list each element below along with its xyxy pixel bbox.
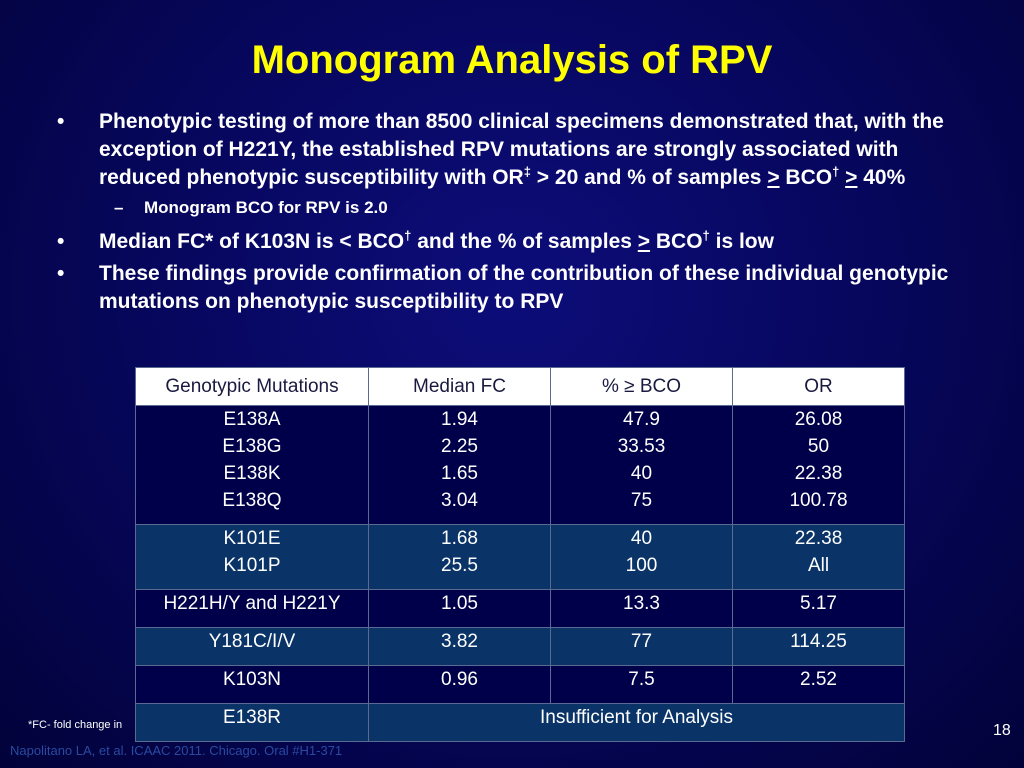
bullet-text-end: 40% (857, 166, 906, 189)
cell-or: 114.25 (732, 627, 905, 666)
cell-value: 1.68 (441, 528, 478, 549)
cell-mutations: E138R (135, 703, 369, 742)
cell-or: 2.52 (732, 665, 905, 704)
cell-percent-bco: 47.9 33.53 40 75 (550, 405, 733, 525)
table-row-h221: H221H/Y and H221Y 1.05 13.3 5.17 (135, 589, 905, 628)
cell-value: 100 (625, 555, 658, 576)
header-median-fc: Median FC (368, 367, 551, 406)
ge-symbol: > (845, 166, 858, 189)
cell-percent-bco: 40 100 (550, 524, 733, 590)
citation: Napolitano LA, et al. ICAAC 2011. Chicag… (10, 743, 343, 758)
cell-mutations: H221H/Y and H221Y (135, 589, 369, 628)
bullet-marker: • (57, 262, 65, 285)
cell-value: 26.08 (794, 409, 843, 430)
cell-value: E138Q (222, 490, 282, 511)
cell-value: 22.38 (794, 463, 843, 484)
table-row-e138r: E138R Insufficient for Analysis (135, 703, 905, 742)
cell-mutations: K103N (135, 665, 369, 704)
cell-value: 33.53 (617, 436, 666, 457)
cell-value: 47.9 (623, 409, 660, 430)
cell-value: 3.04 (441, 490, 478, 511)
bullet-text-bco: BCO (650, 230, 703, 253)
cell-value: All (807, 555, 830, 576)
ge-symbol: > (767, 166, 780, 189)
cell-value: 50 (807, 436, 830, 457)
cell-value: 1.65 (441, 463, 478, 484)
cell-or: 22.38 All (732, 524, 905, 590)
ge-symbol: > (637, 230, 651, 253)
cell-median-fc: 1.68 25.5 (368, 524, 551, 590)
cell-mutations: E138A E138G E138K E138Q (135, 405, 369, 525)
cell-value: K101E (223, 528, 281, 549)
cell-value: E138A (223, 409, 281, 430)
bullet-text-cont: > 20 and % of samples (530, 166, 768, 189)
table-row-y181: Y181C/I/V 3.82 77 114.25 (135, 627, 905, 666)
sub-bullet-bco: – Monogram BCO for RPV is 2.0 (57, 196, 977, 220)
sub-bullet-marker: – (114, 198, 124, 217)
cell-value: 1.94 (441, 409, 478, 430)
cell-value: 40 (630, 463, 653, 484)
cell-value: 75 (630, 490, 653, 511)
cell-value: 22.38 (794, 528, 843, 549)
header-or: OR (732, 367, 905, 406)
bullet-text: Median FC* of K103N is < BCO (99, 230, 405, 253)
dagger-mark: † (832, 164, 840, 179)
mutations-table: Genotypic Mutations Median FC % ≥ BCO OR… (135, 367, 905, 742)
table-row-e138: E138A E138G E138K E138Q 1.94 2.25 1.65 3… (135, 405, 905, 525)
cell-median-fc: 3.82 (368, 627, 551, 666)
cell-percent-bco: 77 (550, 627, 733, 666)
cell-value: E138K (223, 463, 281, 484)
cell-mutations: K101E K101P (135, 524, 369, 590)
cell-value: 100.78 (789, 490, 848, 511)
sub-bullet-text: Monogram BCO for RPV is 2.0 (144, 198, 388, 217)
cell-median-fc: 0.96 (368, 665, 551, 704)
bullet-marker: • (57, 110, 65, 133)
cell-percent-bco: 13.3 (550, 589, 733, 628)
cell-or: 26.08 50 22.38 100.78 (732, 405, 905, 525)
cell-value: 2.25 (441, 436, 478, 457)
cell-value: 40 (630, 528, 653, 549)
bullet-median-fc: • Median FC* of K103N is < BCO† and the … (57, 228, 977, 256)
cell-insufficient-note: Insufficient for Analysis (368, 703, 905, 742)
header-percent-bco: % ≥ BCO (550, 367, 733, 406)
cell-percent-bco: 7.5 (550, 665, 733, 704)
cell-value: E138G (222, 436, 282, 457)
table-row-k101: K101E K101P 1.68 25.5 40 100 22.38 All (135, 524, 905, 590)
bullet-text-end: is low (709, 230, 774, 253)
cell-mutations: Y181C/I/V (135, 627, 369, 666)
bullet-marker: • (57, 230, 65, 253)
bullet-text-cont: and the % of samples (411, 230, 638, 253)
page-number: 18 (993, 722, 1011, 739)
bullet-findings: • These findings provide confirmation of… (57, 260, 977, 316)
table-header-row: Genotypic Mutations Median FC % ≥ BCO OR (135, 367, 905, 406)
slide-title: Monogram Analysis of RPV (251, 38, 773, 82)
cell-value: 25.5 (441, 555, 478, 576)
double-dagger-mark: ‡ (523, 164, 531, 179)
bullet-list: • Phenotypic testing of more than 8500 c… (57, 108, 977, 320)
bullet-text: These findings provide confirmation of t… (99, 262, 949, 313)
table-row-k103n: K103N 0.96 7.5 2.52 (135, 665, 905, 704)
cell-value: K101P (223, 555, 281, 576)
cell-median-fc: 1.05 (368, 589, 551, 628)
bullet-text: Phenotypic testing of more than 8500 cli… (99, 110, 944, 189)
cell-or: 5.17 (732, 589, 905, 628)
dagger-mark: † (702, 228, 710, 243)
dagger-mark: † (404, 228, 412, 243)
bullet-phenotypic-testing: • Phenotypic testing of more than 8500 c… (57, 108, 977, 192)
header-genotypic-mutations: Genotypic Mutations (135, 367, 369, 406)
cell-median-fc: 1.94 2.25 1.65 3.04 (368, 405, 551, 525)
footnote: *FC- fold change in (28, 719, 123, 731)
bullet-text-bco: BCO (779, 166, 833, 189)
